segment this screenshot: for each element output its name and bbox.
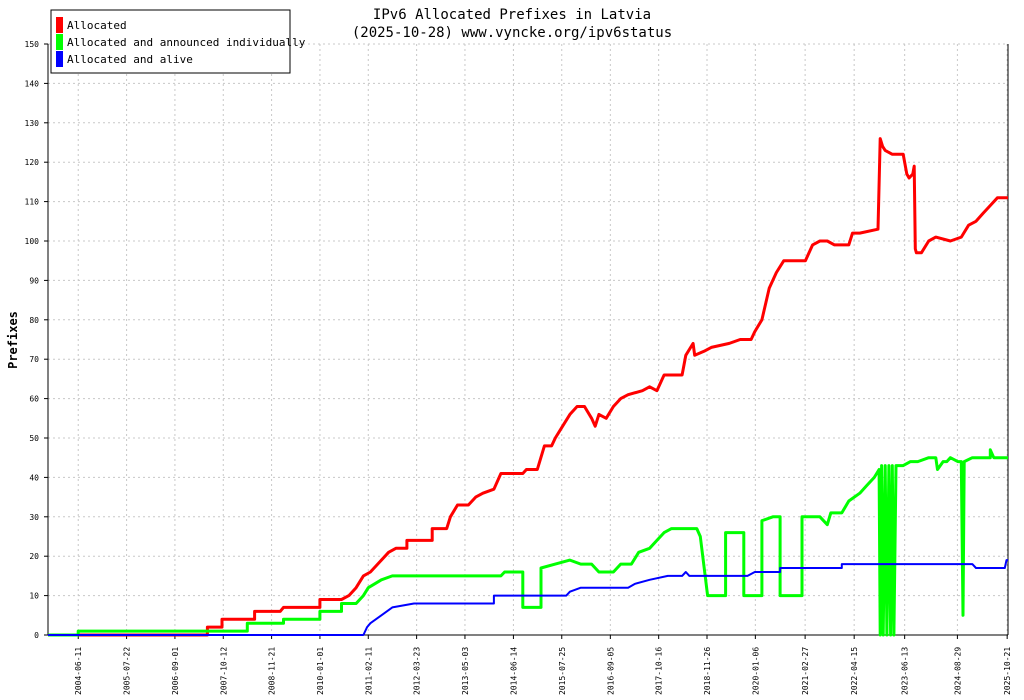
y-tick-label: 0 <box>34 631 39 640</box>
y-tick-label: 20 <box>29 552 39 561</box>
chart-subtitle: (2025-10-28) www.vyncke.org/ipv6status <box>352 25 672 41</box>
x-tick-label: 2016-09-05 <box>606 647 615 695</box>
x-tick-label: 2007-10-12 <box>219 647 228 695</box>
series-line-announced <box>48 448 1008 637</box>
x-tick-label: 2011-02-11 <box>364 647 373 695</box>
legend-box <box>50 9 291 74</box>
y-tick-label: 90 <box>29 276 39 285</box>
x-tick-label: 2018-11-26 <box>703 647 712 695</box>
y-tick-label: 30 <box>29 513 39 522</box>
x-tick-label: 2008-11-21 <box>268 647 277 695</box>
y-tick-label: 120 <box>25 158 40 167</box>
legend-label-allocated: Allocated <box>67 19 127 32</box>
y-tick-label: 40 <box>29 473 39 482</box>
series-lines <box>48 137 1008 637</box>
x-tick-labels: 2004-06-11 2005-07-22 2006-09-01 2007-10-12… <box>74 647 1012 695</box>
y-tick-label: 130 <box>25 119 40 128</box>
x-tick-label: 2015-07-25 <box>558 647 567 695</box>
x-tick-label: 2013-05-03 <box>461 647 470 695</box>
y-axis-label: Prefixes <box>6 311 20 369</box>
x-tick-label: 2014-06-14 <box>509 647 518 695</box>
y-tick-label: 100 <box>25 237 40 246</box>
chart-title: IPv6 Allocated Prefixes in Latvia <box>373 7 651 23</box>
x-tick-label: 2020-01-06 <box>751 647 760 695</box>
x-tick-label: 2012-03-23 <box>413 647 422 695</box>
x-tick-label: 2010-01-01 <box>316 647 325 695</box>
series-line-allocated <box>48 137 1008 637</box>
y-tick-label: 150 <box>25 40 40 49</box>
legend-swatch-alive <box>56 51 63 67</box>
legend-label-announced: Allocated and announced individually <box>67 36 306 49</box>
x-tick-label: 2022-04-15 <box>850 647 859 695</box>
y-tick-label: 10 <box>29 592 39 601</box>
y-tick-label: 60 <box>29 395 39 404</box>
axes <box>44 43 1009 639</box>
x-tick-label: 2025-10-21 <box>1003 647 1012 695</box>
y-tick-label: 80 <box>29 316 39 325</box>
y-tick-label: 50 <box>29 434 39 443</box>
x-tick-label: 2004-06-11 <box>74 647 83 695</box>
y-tick-label: 70 <box>29 355 39 364</box>
y-tick-label: 140 <box>25 79 40 88</box>
y-tick-label: 110 <box>25 198 40 207</box>
legend: Allocated Allocated and announced indivi… <box>50 9 306 74</box>
x-tick-label: 2024-08-29 <box>953 647 962 695</box>
x-tick-label: 2021-02-27 <box>801 647 810 695</box>
y-tick-labels: 0 10 20 30 40 50 60 70 80 90 100 110 120 130 140 150 <box>25 40 40 640</box>
legend-swatch-announced <box>56 34 63 50</box>
x-tick-label: 2006-09-01 <box>171 647 180 695</box>
x-tick-label: 2023-06-13 <box>901 647 910 695</box>
x-tick-label: 2005-07-22 <box>123 647 132 695</box>
legend-swatch-allocated <box>56 17 63 33</box>
series-line-alive <box>48 559 1008 636</box>
grid-lines <box>48 43 1008 635</box>
x-tick-label: 2017-10-16 <box>655 647 664 695</box>
legend-label-alive: Allocated and alive <box>67 53 193 66</box>
